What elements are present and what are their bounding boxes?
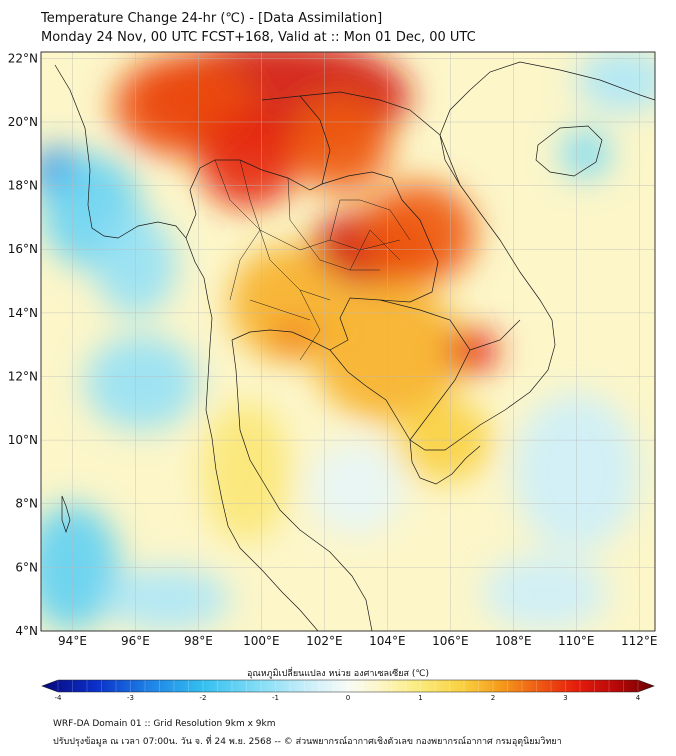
anomaly-north-thailand-warm — [198, 112, 300, 208]
lon-tick-label: 94°E — [58, 634, 87, 648]
lon-tick-label: 96°E — [121, 634, 150, 648]
andaman-islands — [61, 495, 71, 534]
colorbar-tick-label: 0 — [346, 694, 350, 702]
lat-tick-label: 20°N — [8, 115, 38, 129]
axis-labels: 94°E 96°E 98°E 100°E 102°E 104°E 106°E 108°E 110… — [8, 51, 658, 648]
plot-frame — [40, 51, 656, 632]
map-title: Temperature Change 24-hr (℃) - [Data Ass… — [41, 11, 383, 26]
plot-area — [41, 52, 655, 631]
map-subtitle: Monday 24 Nov, 00 UTC FCST+168, Valid at… — [41, 30, 476, 45]
thailand-border — [185, 159, 439, 351]
anomaly-bangkok-warm — [270, 322, 315, 355]
colorbar-tick-label: 2 — [491, 694, 495, 702]
mekong-delta-coast — [409, 439, 481, 485]
peninsula-coastline — [221, 499, 319, 631]
lon-tick-label: 106°E — [432, 634, 469, 648]
gulf-coastline — [231, 339, 373, 631]
lon-tick-label: 108°E — [495, 634, 532, 648]
colorbar-ticks: -4 -3 -2 -1 0 1 2 3 4 — [55, 680, 641, 702]
hainan-island — [535, 125, 603, 177]
colorbar-tick-label: 3 — [563, 694, 567, 702]
lat-tick-label: 10°N — [8, 433, 38, 447]
south-china-coastline — [469, 61, 655, 101]
gulf-head-coastline — [231, 89, 556, 451]
anomaly-south-cool — [103, 567, 230, 631]
colorbar-tick-label: 4 — [636, 694, 641, 702]
lon-tick-label: 104°E — [369, 634, 406, 648]
lon-tick-label: 110°E — [558, 634, 595, 648]
lon-tick-label: 112°E — [621, 634, 658, 648]
colorbar-tick-label: -3 — [127, 694, 134, 702]
anomaly-laos-warm — [289, 96, 391, 192]
colorbar-tick-label: -1 — [272, 694, 279, 702]
myanmar-coastline — [54, 64, 223, 501]
lon-tick-label: 102°E — [306, 634, 343, 648]
vietnam-interior-border — [439, 134, 521, 351]
anomaly-northeast-cool — [576, 52, 655, 113]
laos-border — [261, 91, 441, 185]
lat-tick-label: 8°N — [15, 497, 38, 511]
anomaly-peninsula-warm — [201, 401, 290, 542]
colorbar-bar — [41, 679, 655, 693]
lon-tick-label: 98°E — [184, 634, 213, 648]
anomaly-central-laos-warm — [362, 182, 476, 285]
anomaly-south-east-cool — [481, 554, 608, 631]
lat-tick-label: 14°N — [8, 306, 38, 320]
anomaly-gulf-of-thailand-cool — [308, 440, 404, 536]
lat-tick-label: 18°N — [8, 179, 38, 193]
footer-update-info: ปรับปรุงข้อมูล ณ เวลา 07:00น. วัน จ. ที่… — [53, 737, 562, 747]
anomaly-hainan-cool — [560, 128, 611, 180]
colorbar: -4 -3 -2 -1 0 1 2 3 4 — [41, 679, 655, 702]
footer-model-info: WRF-DA Domain 01 :: Grid Resolution 9km … — [53, 719, 276, 729]
province-lines — [214, 159, 411, 361]
gridlines — [41, 52, 655, 631]
lat-tick-label: 12°N — [8, 369, 38, 383]
anomaly-andaman-sea-cool — [85, 335, 199, 431]
colorbar-label: อุณหภูมิเปลี่ยนแปลง หน่วย องศาเซลเซียส (… — [246, 669, 430, 679]
colorbar-tick-label: 1 — [418, 694, 422, 702]
colorbar-tick-label: -2 — [200, 694, 207, 702]
lon-tick-label: 100°E — [243, 634, 280, 648]
temperature-field — [41, 52, 655, 631]
anomaly-vietnam-warm-core — [447, 328, 498, 374]
cambodia-border — [379, 299, 471, 441]
lat-tick-label: 4°N — [15, 624, 38, 638]
colorbar-tick-label: -4 — [55, 694, 63, 702]
lat-tick-label: 16°N — [8, 242, 38, 256]
coastlines-and-borders — [54, 61, 655, 631]
lat-tick-label: 22°N — [8, 51, 38, 65]
lat-tick-label: 6°N — [15, 560, 38, 574]
